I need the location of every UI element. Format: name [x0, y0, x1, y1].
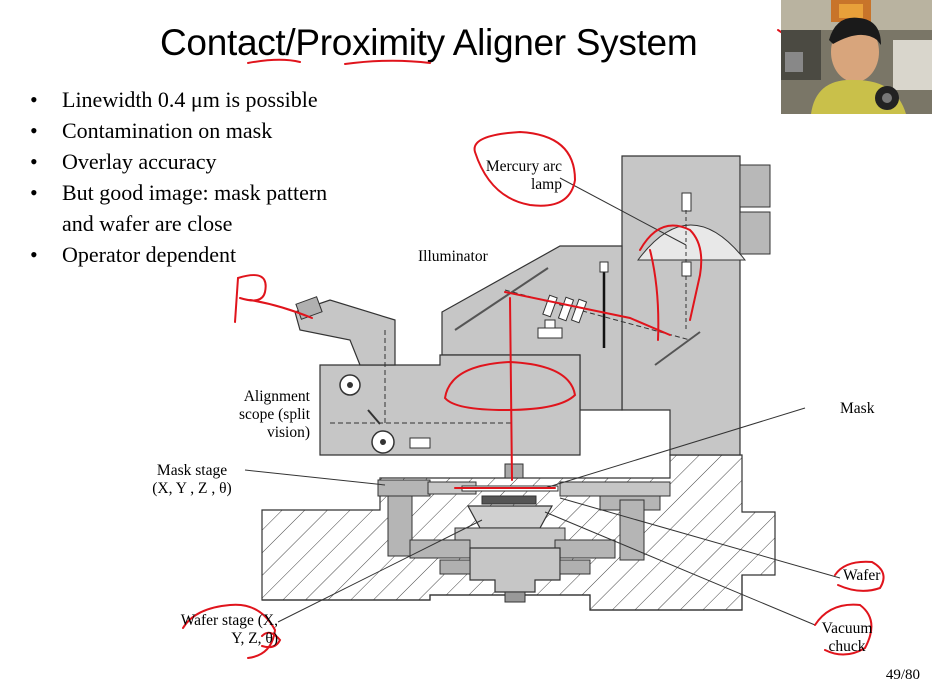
stages: [377, 463, 671, 603]
label-alignment-scope: Alignment scope (split vision): [238, 388, 310, 441]
presenter-icon: [781, 0, 932, 114]
callout-lines: [244, 177, 841, 626]
bullet-text: Contamination on mask: [62, 118, 273, 143]
circle-vacuum: [814, 603, 873, 656]
ray-vertical: [509, 297, 513, 481]
label-mask-stage: Mask stage (X, Y , Z , θ): [152, 462, 232, 497]
label-wafer: Wafer: [843, 567, 881, 584]
ray-horizontal: [504, 291, 671, 336]
bullet-dot: •: [30, 242, 38, 267]
bullet-text: Operator dependent: [62, 242, 237, 267]
circle-wafer: [834, 560, 885, 592]
presenter-video-feed: [781, 0, 932, 114]
lamp-ray: [639, 224, 703, 321]
bullet-text: But good image: mask pattern: [62, 180, 328, 205]
label-vacuum-chuck: Vacuum chuck: [821, 620, 873, 655]
bullet-item: • Overlay accuracy: [30, 146, 327, 177]
circle-lens: [444, 360, 577, 412]
circle-wafer-stage: [182, 603, 277, 659]
label-mask: Mask: [840, 400, 875, 417]
bullet-dot: •: [30, 118, 38, 143]
circle-mercury-lamp: [473, 130, 577, 207]
bullet-item: • Operator dependent: [30, 239, 327, 270]
lamp-ray-2: [649, 249, 660, 341]
bullet-dot: •: [30, 149, 38, 174]
slide-title: Contact/Proximity Aligner System: [160, 22, 698, 63]
bullet-text: Overlay accuracy: [62, 149, 217, 174]
circle-theta: [261, 631, 282, 649]
bullet-item: • Contamination on mask: [30, 115, 327, 146]
bullet-text: Linewidth 0.4 μm is possible: [62, 87, 318, 112]
bullet-dot: •: [30, 87, 38, 112]
lamp-housing: [621, 155, 771, 456]
label-mercury-lamp: Mercury arc lamp: [485, 158, 562, 193]
label-wafer-stage: Wafer stage (X, Y, Z, θ): [180, 612, 278, 647]
bullet-text-continued: and wafer are close: [62, 211, 233, 236]
alignment-scope: [294, 296, 581, 456]
bullet-item: • Linewidth 0.4 μm is possible: [30, 84, 327, 115]
underline-proximity: [344, 59, 431, 65]
bullet-list: • Linewidth 0.4 μm is possible • Contamina…: [30, 84, 327, 270]
red-annotations: [182, 29, 885, 659]
bullet-dot: •: [30, 180, 38, 205]
p-mark: [234, 274, 267, 323]
page-number: 49/80: [885, 667, 920, 683]
underline-contact: [247, 58, 301, 64]
scope-arrow: [249, 299, 313, 319]
bullet-item: • But good image: mask pattern and wafer a…: [30, 177, 327, 239]
label-illuminator: Illuminator: [418, 248, 488, 265]
